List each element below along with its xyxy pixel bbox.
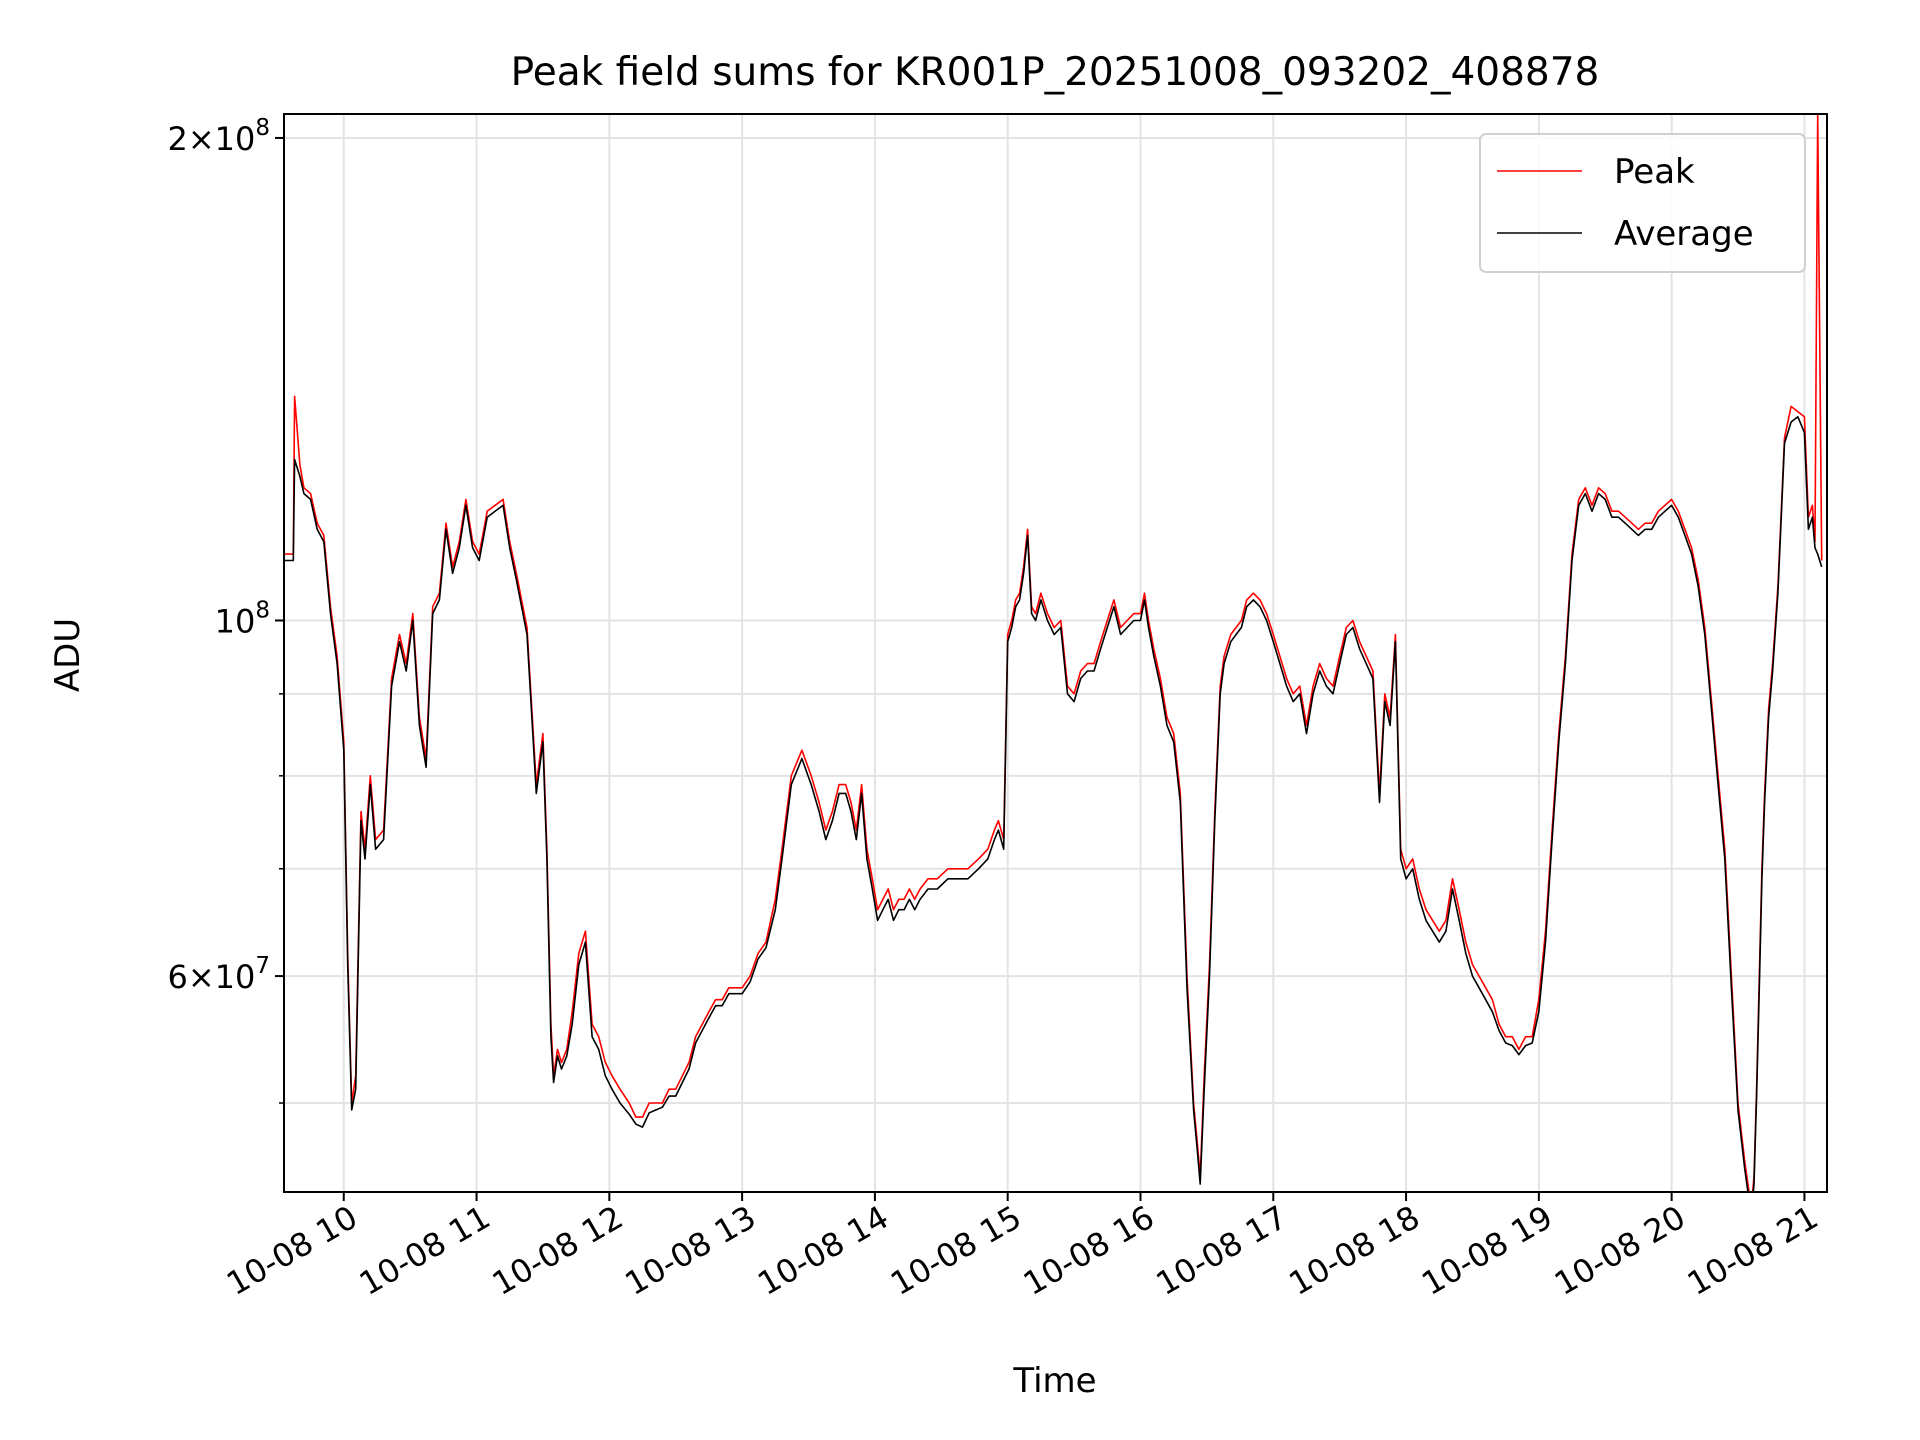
x-axis-label: Time	[1012, 1361, 1096, 1401]
y-tick-exponent: 8	[255, 115, 270, 141]
y-tick-mantissa: 6	[167, 958, 187, 996]
legend: Peak Average	[1479, 133, 1806, 273]
y-tick-exponent: 8	[255, 597, 270, 623]
chart-title: Peak field sums for KR001P_20251008_0932…	[511, 50, 1600, 95]
y-tick-label: 108	[215, 597, 270, 640]
y-axis-label: ADU	[48, 618, 88, 692]
y-tick-label: 6×107	[167, 953, 270, 996]
y-tick-times: ×	[188, 958, 215, 996]
legend-label-average: Average	[1614, 214, 1754, 254]
series-group	[284, 114, 1823, 1192]
y-tick-mantissa: 2	[167, 120, 187, 158]
y-tick-base: 10	[215, 958, 256, 996]
y-tick-base: 10	[215, 602, 256, 640]
y-tick-exponent: 7	[255, 953, 270, 979]
series-line-average	[284, 415, 1823, 1192]
y-tick-times: ×	[188, 120, 215, 158]
grid	[284, 114, 1827, 1192]
legend-label-peak: Peak	[1614, 152, 1695, 192]
y-tick-base: 10	[215, 120, 256, 158]
y-tick-label: 2×108	[167, 115, 270, 158]
plot-frame	[283, 113, 1828, 1193]
legend-box	[1479, 133, 1806, 273]
